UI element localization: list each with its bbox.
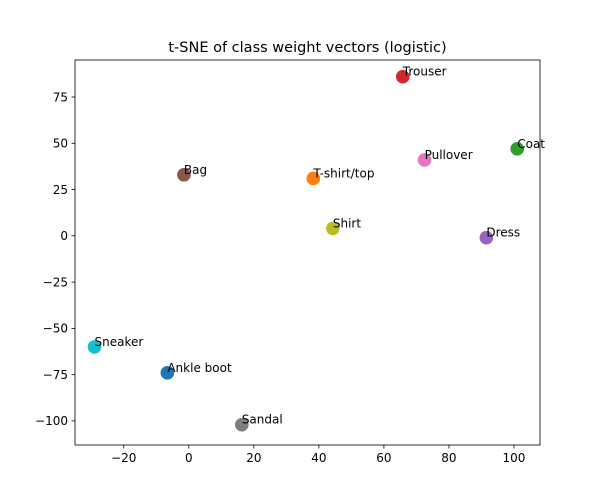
y-tick-label: −25 [43, 275, 68, 289]
scatter-point [417, 153, 432, 167]
scatter-point [87, 340, 102, 354]
y-axis-ticks: −100 −75 −50 −25 0 25 50 75 [35, 90, 75, 428]
x-tick-label: 20 [246, 451, 261, 465]
point-label: Ankle boot [167, 361, 232, 375]
scatter-point [510, 142, 525, 156]
point-label: Pullover [425, 148, 473, 162]
plot-area-frame [74, 59, 541, 446]
point-label: Trouser [402, 65, 447, 79]
x-tick-label: 0 [185, 451, 193, 465]
chart-title: t-SNE of class weight vectors (logistic) [168, 40, 446, 56]
scatter-point [479, 230, 494, 245]
y-tick-label: 25 [53, 183, 68, 197]
point-label: Sneaker [95, 335, 144, 349]
x-tick-label: −20 [111, 451, 136, 465]
y-tick-label: 50 [53, 137, 68, 151]
x-tick-label: 80 [441, 451, 456, 465]
x-tick-label: 60 [376, 451, 391, 465]
scatter-point [395, 69, 410, 84]
y-tick-label: 75 [53, 90, 68, 104]
y-tick-label: −75 [43, 368, 68, 382]
point-label: Dress [486, 226, 520, 240]
point-label: Bag [184, 163, 207, 177]
point-label: Shirt [333, 216, 361, 230]
point-label: Sandal [242, 413, 283, 427]
y-tick-label: −100 [35, 414, 68, 428]
x-tick-label: 100 [503, 451, 526, 465]
scatter-point [235, 417, 249, 432]
scatter-point [306, 171, 321, 186]
point-label: Coat [517, 137, 545, 151]
y-tick-label: −50 [43, 322, 68, 336]
scatter-point [326, 221, 340, 236]
scatter-point [177, 167, 191, 182]
x-axis-ticks: −20 0 20 40 60 80 100 [111, 445, 525, 465]
point-label: T-shirt/top [312, 166, 374, 180]
scatter-point [160, 366, 175, 380]
scatter-points [87, 69, 525, 432]
point-labels: T-shirt/top Trouser Pullover Dress Coat Sanda… [95, 65, 546, 427]
x-tick-label: 40 [311, 451, 326, 465]
y-tick-label: 0 [60, 229, 68, 243]
